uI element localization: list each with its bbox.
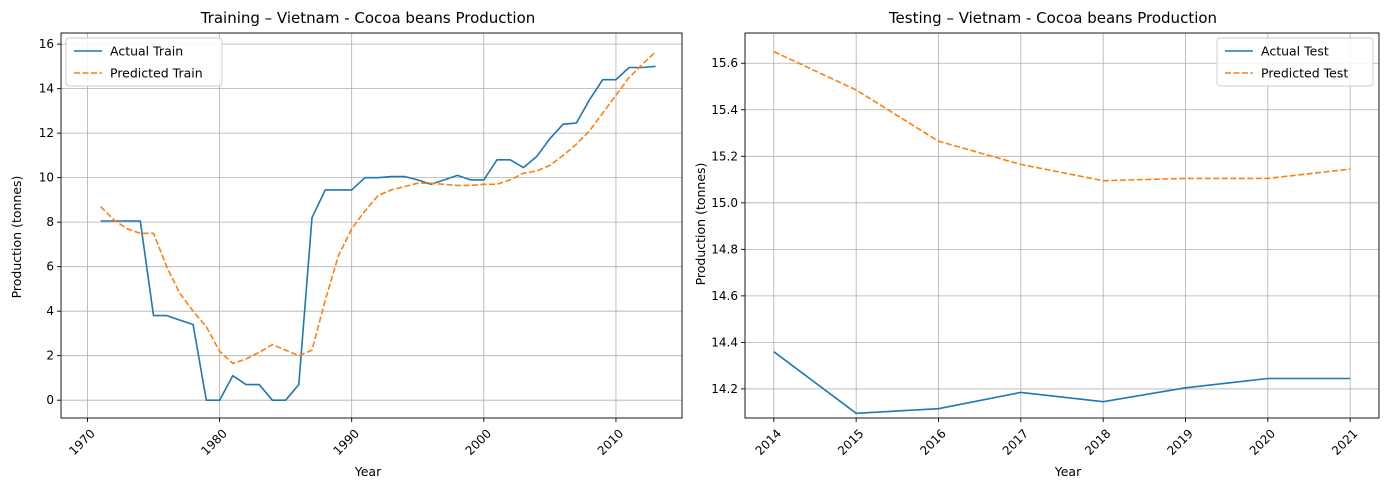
training-legend: Actual Train Predicted Train — [65, 37, 223, 87]
training-y-tick-label: 10 — [39, 171, 54, 185]
training-y-tick-label: 12 — [39, 126, 54, 140]
testing-legend-label: Predicted Test — [1261, 66, 1348, 81]
testing-y-tick-label: 14.6 — [711, 289, 738, 303]
training-x-tick-label: 2000 — [463, 426, 494, 457]
training-legend-label: Predicted Train — [110, 66, 203, 81]
training-y-tick-label: 16 — [39, 37, 54, 51]
testing-y-tick-label: 15.0 — [711, 196, 738, 210]
testing-chart: Testing – Vietnam - Cocoa beans Producti… — [693, 9, 1380, 479]
testing-y-tick-label: 15.6 — [711, 56, 738, 70]
training-y-tick-label: 8 — [46, 215, 54, 229]
testing-grid — [745, 33, 1379, 418]
training-y-axis-label: Production (tonnes) — [9, 176, 24, 299]
testing-series-predicted-test — [773, 50, 1351, 182]
training-x-tick-label: 1970 — [66, 426, 97, 457]
testing-y-tick-label: 15.4 — [711, 103, 738, 117]
training-y-tick-label: 6 — [46, 260, 54, 274]
training-series-actual-train — [100, 65, 656, 402]
testing-y-tick-label: 14.8 — [711, 242, 738, 256]
testing-x-tick-label: 2014 — [753, 426, 784, 457]
training-y-tick-label: 4 — [46, 304, 54, 318]
testing-plot-frame — [744, 32, 1380, 419]
training-x-tick-label: 1980 — [198, 426, 229, 457]
training-y-tick-label: 0 — [46, 393, 54, 407]
training-y-tick-label: 2 — [46, 349, 54, 363]
training-grid — [61, 33, 682, 418]
testing-x-tick-label: 2017 — [1000, 426, 1031, 457]
testing-y-tick-label: 14.2 — [711, 382, 738, 396]
testing-x-tick-label: 2021 — [1329, 426, 1360, 457]
testing-x-tick-label: 2020 — [1247, 426, 1278, 457]
training-chart: Training – Vietnam - Cocoa beans Product… — [9, 9, 683, 479]
testing-x-tick-label: 2016 — [917, 426, 948, 457]
testing-y-tick-label: 14.4 — [711, 335, 738, 349]
testing-x-tick-label: 2018 — [1082, 426, 1113, 457]
testing-chart-title: Testing – Vietnam - Cocoa beans Producti… — [888, 9, 1217, 27]
training-y-tick-label: 14 — [39, 82, 54, 96]
training-legend-label: Actual Train — [110, 44, 183, 59]
training-chart-title: Training – Vietnam - Cocoa beans Product… — [200, 9, 536, 27]
testing-legend-label: Actual Test — [1261, 44, 1329, 59]
testing-y-tick-label: 15.2 — [711, 149, 738, 163]
testing-y-axis-label: Production (tonnes) — [693, 163, 708, 286]
testing-legend: Actual Test Predicted Test — [1216, 37, 1374, 87]
testing-legend-box — [1216, 37, 1374, 87]
testing-x-tick-label: 2015 — [835, 426, 866, 457]
training-series-predicted-train — [100, 51, 657, 365]
testing-x-tick-label: 2019 — [1164, 426, 1195, 457]
testing-series-actual-test — [773, 351, 1351, 415]
training-x-axis-label: Year — [354, 464, 382, 479]
testing-x-axis-label: Year — [1054, 464, 1082, 479]
training-x-tick-label: 1990 — [331, 426, 362, 457]
training-plot-frame — [60, 32, 683, 419]
training-legend-box — [65, 37, 223, 87]
training-x-tick-label: 2010 — [595, 426, 626, 457]
